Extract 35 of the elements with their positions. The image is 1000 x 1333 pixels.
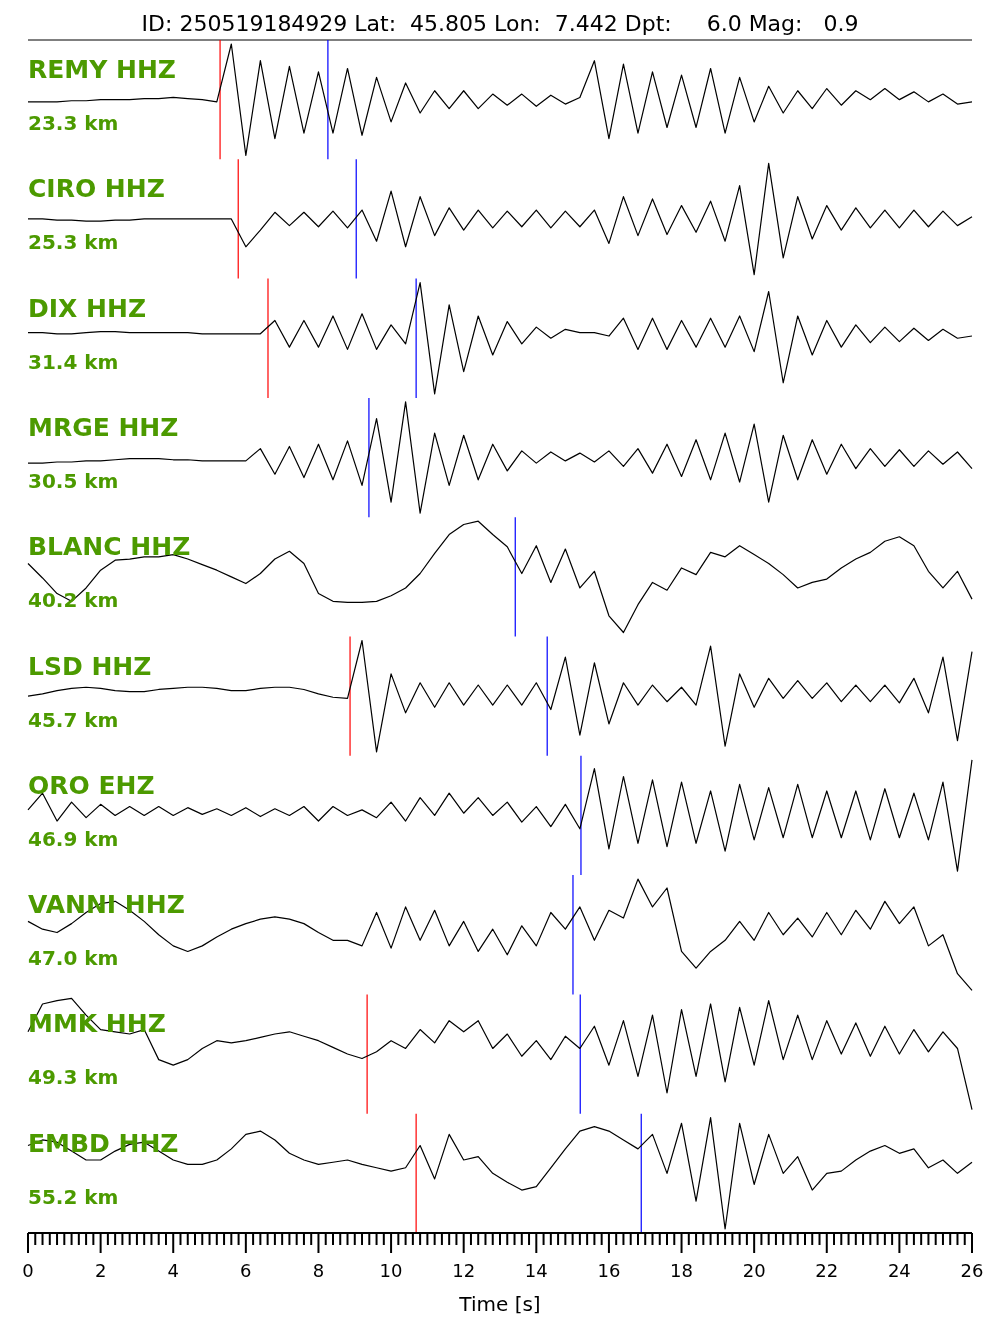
annotation: DIX HHZ [28,293,147,323]
x-tick-label: 4 [167,1260,179,1281]
annotation: 40.2 km [28,588,119,613]
x-tick-label: 6 [240,1260,252,1281]
annotation: MMK HHZ [28,1009,166,1039]
annotation: 30.5 km [28,468,119,493]
x-tick-label: 10 [379,1260,403,1281]
annotation: VANNI HHZ [28,890,185,920]
annotation: 25.3 km [28,230,119,255]
annotation: 46.9 km [28,826,119,851]
annotation: CIRO HHZ [28,174,165,204]
x-tick-label: 16 [597,1260,621,1281]
annotation: REMY HHZ [28,55,176,84]
x-tick-label: 18 [670,1260,693,1281]
annotation: MRGE HHZ [28,412,179,442]
annotation: 31.4 km [28,349,119,374]
x-tick-label: 2 [94,1260,107,1281]
annotation: 55.2 km [28,1184,119,1209]
annotation: 47.0 km [28,946,119,971]
annotation: 23.3 km [28,111,119,135]
x-tick-label: 26 [960,1260,984,1281]
x-axis-title: Time [s] [458,1292,541,1316]
annotation: BLANC HHZ [28,532,191,562]
annotation: 45.7 km [28,707,119,732]
x-tick-label: 24 [887,1260,911,1281]
x-tick-label: 8 [312,1260,325,1281]
x-tick-label: 12 [452,1260,476,1281]
annotation: 49.3 km [28,1065,119,1090]
x-tick-label: 14 [524,1260,548,1281]
annotation: LSD HHZ [28,651,152,681]
x-tick-label: 22 [815,1260,839,1281]
x-tick-label: 0 [22,1260,34,1281]
chart-title: ID: 250519184929 Lat: 45.805 Lon: 7.442 Dpt: 6.0 Mag: 0.9 [141,11,859,36]
x-tick-label: 20 [742,1260,766,1281]
annotation: ORO EHZ [28,770,155,800]
